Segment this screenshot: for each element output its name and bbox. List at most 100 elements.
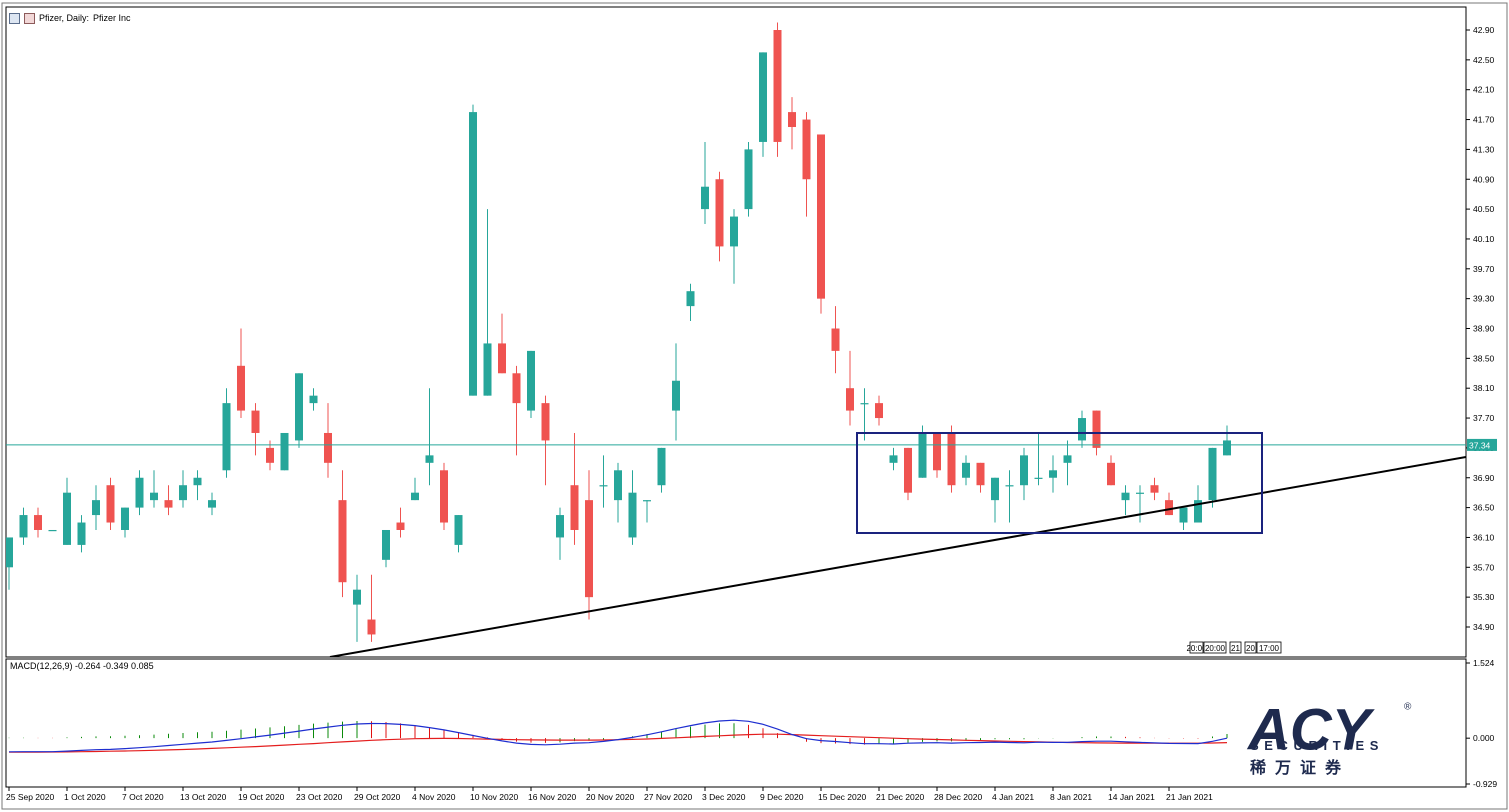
candle-up xyxy=(483,343,492,396)
candle-up xyxy=(918,432,927,478)
candle-up xyxy=(1049,470,1057,478)
date-tick-label: 20 Nov 2020 xyxy=(586,792,634,802)
candle-up xyxy=(1194,500,1202,523)
date-tick-label: 13 Oct 2020 xyxy=(180,792,227,802)
candle-down xyxy=(512,373,521,404)
candle-down xyxy=(367,619,376,635)
candle-down xyxy=(976,462,985,486)
macd-label: MACD(12,26,9) -0.264 -0.349 0.085 xyxy=(10,661,154,671)
candle-down xyxy=(34,515,42,530)
period-separator-box xyxy=(1229,641,1242,654)
candle-down xyxy=(541,403,550,441)
price-tick-label: 39.30 xyxy=(1473,294,1495,304)
logo-securities: SECURITIES xyxy=(1250,738,1385,753)
candle-up xyxy=(150,492,158,501)
candle-up xyxy=(469,112,477,396)
candle-up xyxy=(599,485,608,487)
price-tick-label: 35.30 xyxy=(1473,592,1495,602)
candle-up xyxy=(672,380,680,411)
candle-up xyxy=(1020,455,1028,486)
candle-up xyxy=(19,515,28,538)
candle-up xyxy=(556,515,564,538)
candle-up xyxy=(1063,455,1072,463)
candle-down xyxy=(1165,500,1173,516)
logo-chinese: 稀万证券 xyxy=(1250,760,1351,777)
consolidation-box xyxy=(856,432,1263,534)
price-tick-label: 35.70 xyxy=(1473,562,1495,572)
date-tick-label: 15 Dec 2020 xyxy=(818,792,866,802)
candle-up xyxy=(382,529,390,560)
candle-down xyxy=(498,343,506,374)
candle-up xyxy=(295,373,303,441)
date-tick-label: 4 Jan 2021 xyxy=(992,792,1034,802)
candle-up xyxy=(280,432,289,471)
candle-down xyxy=(1150,485,1159,493)
price-tick-label: 38.50 xyxy=(1473,353,1495,363)
chart-icon[interactable] xyxy=(9,12,20,24)
candle-up xyxy=(1121,492,1130,501)
date-tick-label: 21 Jan 2021 xyxy=(1166,792,1213,802)
candle-down xyxy=(715,179,724,247)
candle-up xyxy=(962,462,970,478)
candle-down xyxy=(933,432,941,471)
date-tick-label: 25 Sep 2020 xyxy=(6,792,54,802)
candle-up xyxy=(643,500,651,502)
date-tick-label: 27 Nov 2020 xyxy=(644,792,692,802)
date-tick-label: 14 Jan 2021 xyxy=(1108,792,1155,802)
price-tick-label: 40.50 xyxy=(1473,204,1495,214)
candle-up xyxy=(454,515,463,545)
acy-logo: ACY ® xyxy=(1246,698,1412,763)
candle-up xyxy=(991,477,999,501)
candle-down xyxy=(106,485,115,523)
candle-up xyxy=(92,500,100,516)
candle-down xyxy=(237,365,245,411)
candle-up xyxy=(889,455,898,463)
candle-up xyxy=(730,216,738,247)
candle-up xyxy=(657,447,666,486)
period-separator-label: 17:00 xyxy=(1259,644,1280,653)
date-tick-label: 10 Nov 2020 xyxy=(470,792,518,802)
date-tick-label: 9 Dec 2020 xyxy=(760,792,804,802)
date-tick-label: 29 Oct 2020 xyxy=(354,792,401,802)
candle-down xyxy=(846,388,854,411)
macd-tick-label: -0.929 xyxy=(1473,779,1497,789)
price-tick-label: 34.90 xyxy=(1473,622,1495,632)
candle-up xyxy=(527,350,535,411)
price-tick-label: 40.90 xyxy=(1473,174,1495,184)
candle-up xyxy=(411,492,419,501)
candle-up xyxy=(425,455,434,463)
macd-main-line xyxy=(8,719,1228,753)
candle-down xyxy=(788,112,796,128)
candle-down xyxy=(570,485,579,530)
candle-up xyxy=(6,537,13,568)
chart-subtitle: Pfizer Inc xyxy=(93,13,131,23)
candle-down xyxy=(266,447,274,463)
candle-up xyxy=(1179,507,1188,523)
candles-layer xyxy=(6,22,1231,642)
date-tick-label: 21 Dec 2020 xyxy=(876,792,924,802)
candle-up xyxy=(860,403,869,405)
price-tick-label: 42.50 xyxy=(1473,55,1495,65)
candle-up xyxy=(77,522,86,545)
candle-up xyxy=(135,477,144,508)
symbol-icon[interactable] xyxy=(24,12,35,24)
price-tick-label: 41.70 xyxy=(1473,115,1495,125)
date-tick-label: 8 Jan 2021 xyxy=(1050,792,1092,802)
candle-down xyxy=(164,500,173,508)
candle-up xyxy=(1223,440,1231,456)
price-tick-label: 39.70 xyxy=(1473,264,1495,274)
candle-up xyxy=(614,470,622,501)
date-tick-label: 7 Oct 2020 xyxy=(122,792,164,802)
candle-down xyxy=(396,522,405,530)
price-tick-label: 38.90 xyxy=(1473,324,1495,334)
candle-up xyxy=(686,291,695,307)
candle-down xyxy=(338,500,347,583)
period-separator-box xyxy=(1189,641,1204,654)
period-separator-box xyxy=(1203,641,1227,654)
macd-tick-label: 0.000 xyxy=(1473,733,1495,743)
period-separator-label: 20:00 xyxy=(1205,644,1226,653)
candle-down xyxy=(817,134,825,299)
